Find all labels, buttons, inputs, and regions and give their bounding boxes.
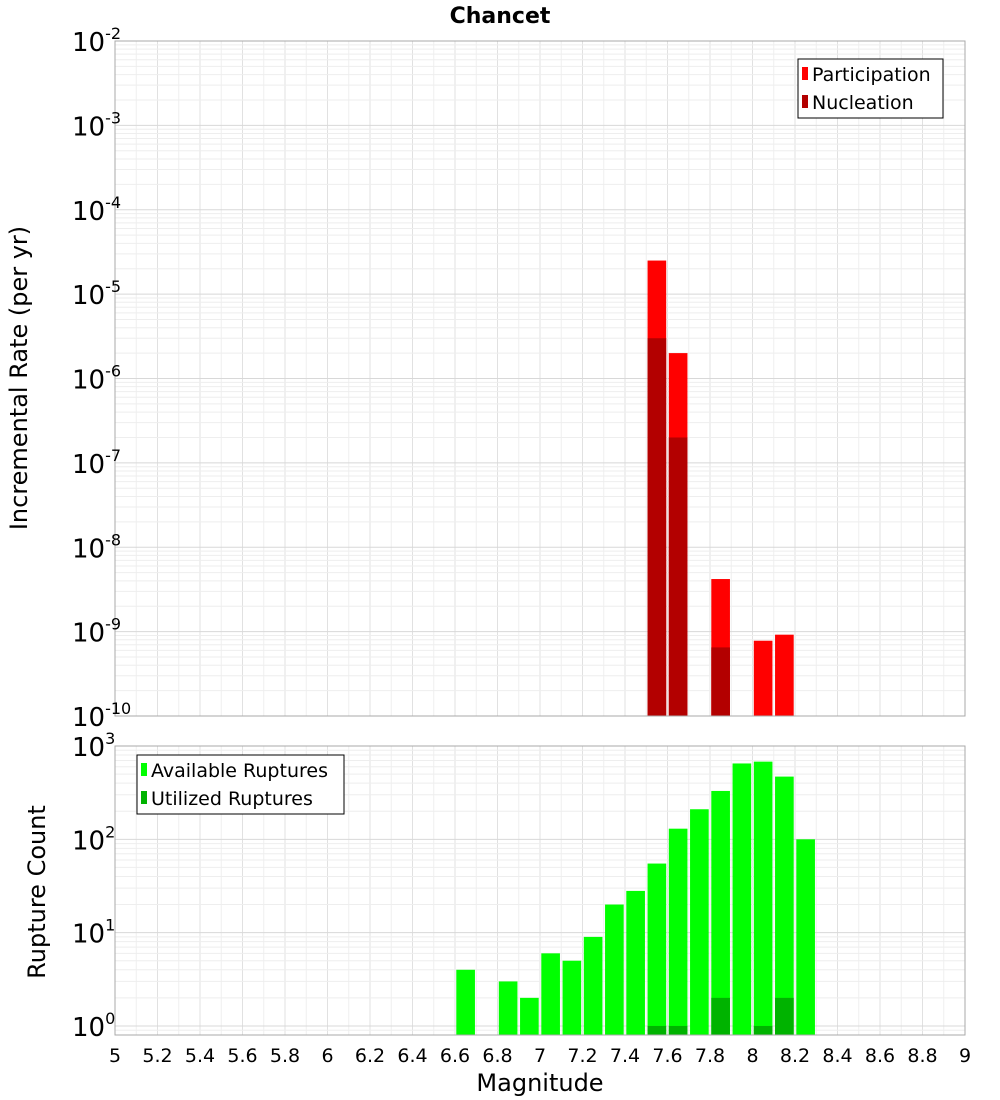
x-tick-label: 6.6: [440, 1045, 470, 1067]
bottom-legend-label: Available Ruptures: [151, 760, 328, 782]
top-legend: Participation Nucleation: [797, 58, 944, 119]
x-tick-label: 8.2: [780, 1045, 810, 1067]
x-tick-label: 6: [321, 1045, 333, 1067]
bottom-bar: [753, 761, 773, 1035]
bottom-y-tick-exponent: 2: [105, 822, 115, 841]
chart-title: Chancet: [450, 4, 551, 29]
x-tick-label: 5.6: [227, 1045, 257, 1067]
top-y-tick-exponent: -9: [105, 615, 121, 634]
top-legend-label: Participation: [812, 64, 931, 86]
bottom-legend-swatch: [141, 763, 147, 776]
bottom-bar: [690, 809, 709, 1035]
top-plot-frame: [114, 40, 966, 717]
top-y-tick-label: 10-7: [72, 446, 121, 480]
top-y-tick-exponent: -3: [105, 108, 121, 127]
x-tick-label: 9: [959, 1045, 971, 1067]
bottom-bar: [647, 1025, 667, 1035]
x-tick-label: 8.8: [907, 1045, 937, 1067]
bottom-bar: [775, 776, 794, 1035]
bottom-bar: [711, 790, 730, 1035]
bottom-bar: [583, 936, 603, 1035]
x-tick-label: 5: [109, 1045, 121, 1067]
bottom-legend: Available Ruptures Utilized Ruptures: [136, 754, 345, 815]
bottom-bar: [562, 960, 582, 1035]
x-tick-label: 7.6: [652, 1045, 682, 1067]
bottom-bar: [626, 890, 645, 1035]
top-bar: [668, 437, 688, 716]
top-y-tick-label: 10-5: [72, 277, 121, 311]
top-legend-swatch: [802, 95, 808, 108]
bottom-bar: [605, 904, 624, 1035]
bottom-bar: [732, 763, 752, 1035]
bottom-bar: [668, 828, 688, 1035]
bottom-bar: [668, 1025, 688, 1035]
top-legend-swatch: [802, 67, 808, 80]
bottom-bar: [647, 863, 667, 1035]
bottom-bar: [498, 981, 518, 1035]
x-tick-label: 5.2: [142, 1045, 172, 1067]
top-y-tick-exponent: -8: [105, 530, 121, 549]
x-tick-label: 8.6: [865, 1045, 895, 1067]
top-y-tick-exponent: -7: [105, 446, 121, 465]
bottom-bar: [796, 839, 815, 1035]
top-legend-box: [797, 58, 944, 119]
bottom-bar: [541, 953, 560, 1035]
x-tick-label: 8.4: [822, 1045, 852, 1067]
top-y-tick-exponent: -10: [105, 699, 131, 718]
x-axis-label: Magnitude: [476, 1069, 603, 1097]
top-gridlines: [114, 40, 966, 717]
x-tick-label: 7.2: [567, 1045, 597, 1067]
bottom-bar: [520, 997, 539, 1035]
bottom-legend-label: Utilized Ruptures: [151, 788, 313, 810]
x-tick-label: 5.4: [185, 1045, 215, 1067]
bottom-y-tick-exponent: 3: [105, 729, 115, 748]
top-y-tick-exponent: -5: [105, 277, 121, 296]
bottom-bar: [456, 969, 475, 1035]
top-series-1: [647, 338, 730, 716]
top-y-tick-label: 10-9: [72, 615, 121, 649]
top-legend-label: Nucleation: [812, 92, 914, 114]
top-y-tick-exponent: -4: [105, 193, 121, 212]
top-bar: [647, 338, 667, 716]
bottom-plot-frame: [114, 745, 966, 1036]
top-bar: [711, 647, 730, 716]
bottom-y-tick-exponent: 1: [105, 916, 115, 935]
x-tick-label: 7.8: [695, 1045, 725, 1067]
bottom-bar: [753, 1025, 773, 1035]
top-y-axis-label: Incremental Rate (per yr): [5, 226, 33, 530]
bottom-y-tick-exponent: 0: [105, 1009, 115, 1028]
bottom-y-tick-label: 103: [72, 729, 115, 763]
bottom-series-0: [456, 761, 815, 1035]
top-y-tick-exponent: -2: [105, 24, 121, 43]
bottom-y-axis-label: Rupture Count: [23, 805, 51, 979]
top-y-tick-exponent: -6: [105, 362, 121, 381]
top-bar: [753, 640, 773, 716]
x-tick-label: 8: [746, 1045, 758, 1067]
x-tick-label: 6.8: [482, 1045, 512, 1067]
bottom-bar: [711, 997, 730, 1035]
bottom-bar: [775, 997, 794, 1035]
bottom-series-1: [647, 997, 794, 1035]
x-tick-label: 6.4: [397, 1045, 427, 1067]
bottom-legend-swatch: [141, 791, 147, 804]
x-tick-label: 5.8: [270, 1045, 300, 1067]
top-bar: [775, 634, 794, 716]
x-tick-label: 7: [534, 1045, 546, 1067]
x-tick-label: 6.2: [355, 1045, 385, 1067]
x-tick-label: 7.4: [610, 1045, 640, 1067]
bottom-legend-box: [136, 754, 345, 815]
